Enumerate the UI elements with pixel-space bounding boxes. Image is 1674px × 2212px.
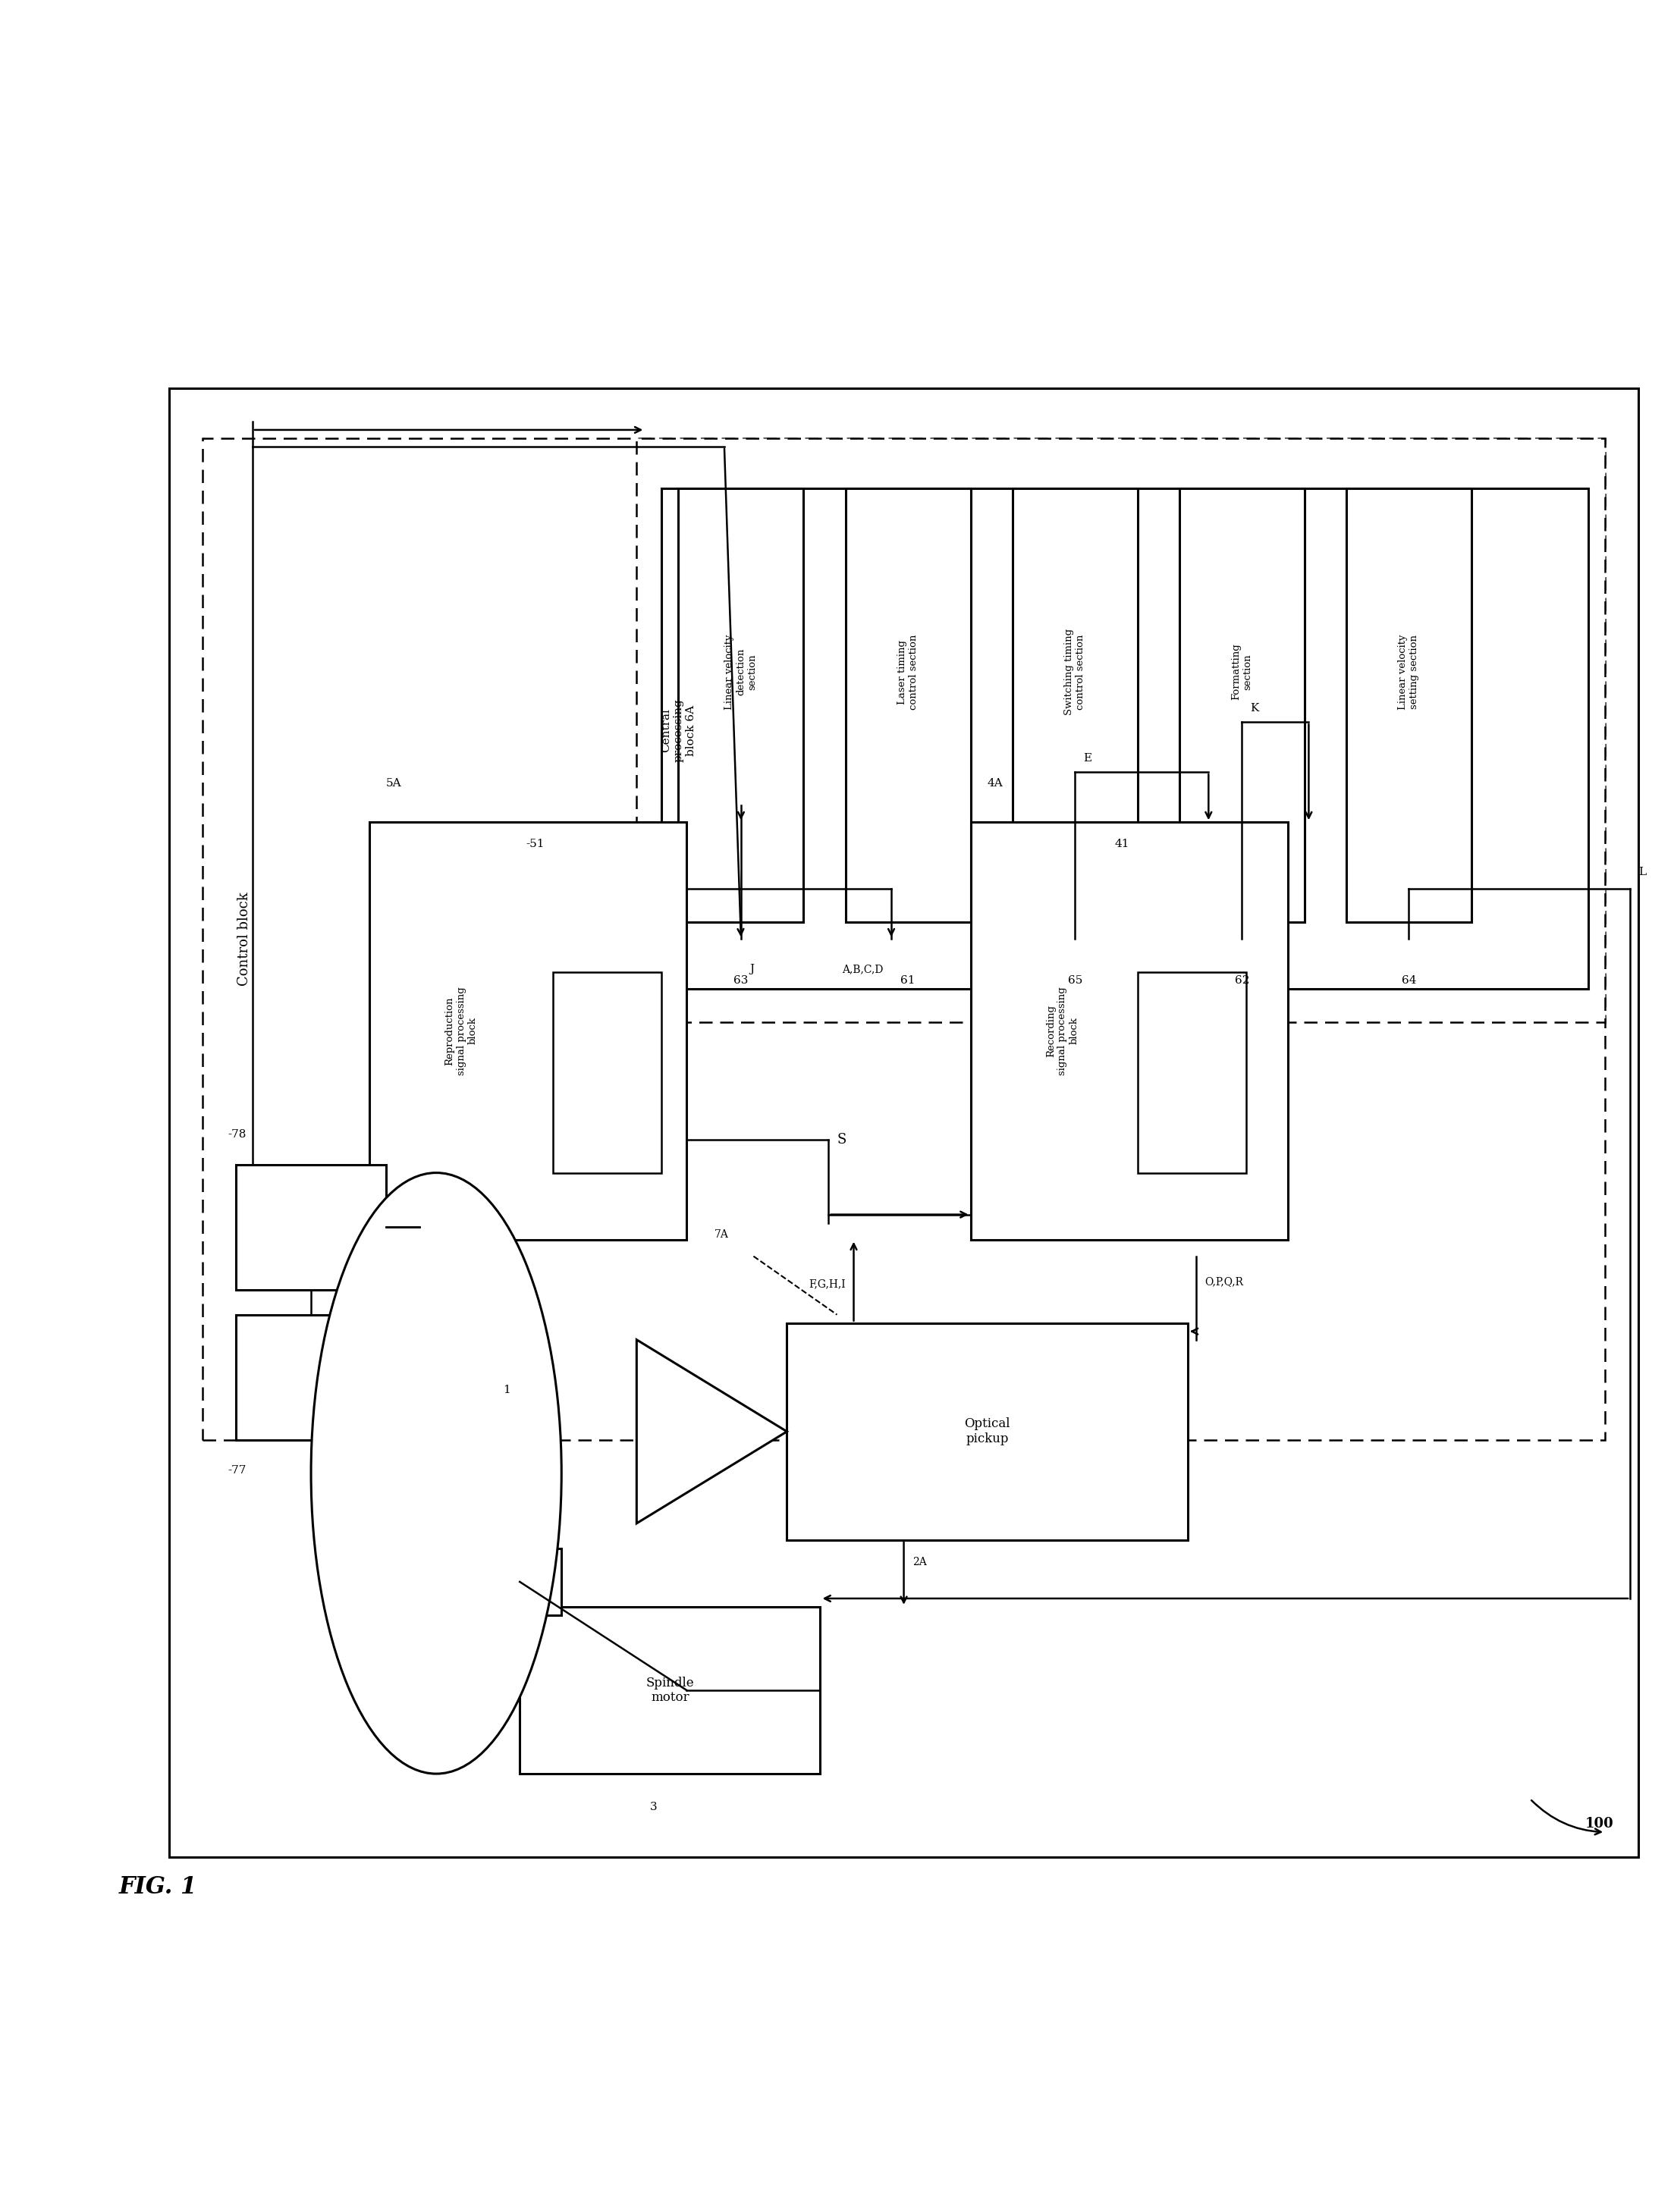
Text: J: J	[750, 964, 753, 975]
Text: 63: 63	[733, 975, 748, 987]
Text: 41: 41	[1115, 838, 1130, 849]
Bar	[1346, 489, 1471, 922]
Text: L: L	[1639, 867, 1646, 878]
Text: Reproduction
signal processing
block: Reproduction signal processing block	[445, 987, 477, 1075]
Bar	[479, 1548, 561, 1615]
Text: 3: 3	[650, 1803, 656, 1812]
Text: Recording
signal processing
block: Recording signal processing block	[1046, 987, 1078, 1075]
Bar	[636, 438, 1605, 1022]
Text: Laser timing
control section: Laser timing control section	[897, 635, 919, 710]
Text: A,B,C,D: A,B,C,D	[842, 964, 882, 975]
Bar	[519, 1606, 820, 1774]
Text: S: S	[837, 1133, 847, 1146]
Text: 7A: 7A	[715, 1230, 728, 1239]
Text: -51: -51	[526, 838, 544, 849]
Bar	[236, 1314, 387, 1440]
Text: 62: 62	[1234, 975, 1249, 987]
Text: 1: 1	[504, 1385, 511, 1396]
Text: 5A: 5A	[387, 779, 402, 790]
Bar	[236, 1164, 387, 1290]
Text: E: E	[1083, 752, 1091, 763]
Text: -77: -77	[228, 1464, 246, 1475]
Text: Linear velocity
setting section: Linear velocity setting section	[1398, 635, 1420, 710]
Text: 61: 61	[901, 975, 916, 987]
Text: F,G,H,I: F,G,H,I	[809, 1279, 845, 1290]
Text: Formatting
section: Formatting section	[1232, 644, 1252, 701]
Text: Spindle
motor: Spindle motor	[646, 1677, 695, 1703]
Bar	[1013, 489, 1138, 922]
Bar	[203, 438, 1605, 1440]
Text: 4A: 4A	[988, 779, 1003, 790]
Bar	[1138, 973, 1245, 1172]
Text: O,P,Q,R: O,P,Q,R	[1204, 1276, 1244, 1287]
Bar	[971, 823, 1287, 1239]
Bar	[370, 823, 686, 1239]
Text: 65: 65	[1068, 975, 1083, 987]
Text: FIG. 1: FIG. 1	[119, 1876, 198, 1898]
Bar	[661, 489, 1589, 989]
Bar	[678, 489, 804, 922]
Bar	[787, 1323, 1187, 1540]
Text: Linear velocity
detection
section: Linear velocity detection section	[725, 635, 757, 710]
Polygon shape	[636, 1340, 787, 1524]
Text: Central
processing
block 6A: Central processing block 6A	[661, 699, 696, 763]
Text: Control block: Control block	[238, 891, 251, 987]
Bar	[169, 387, 1639, 1858]
Text: Switching timing
control section: Switching timing control section	[1065, 628, 1085, 714]
Text: -78: -78	[228, 1128, 246, 1139]
Ellipse shape	[311, 1172, 561, 1774]
Bar	[1178, 489, 1304, 922]
Text: K: K	[1250, 703, 1259, 714]
Text: Optical
pickup: Optical pickup	[964, 1418, 1009, 1444]
Bar	[845, 489, 971, 922]
Bar	[552, 973, 661, 1172]
Text: 100: 100	[1585, 1816, 1614, 1832]
Text: 2A: 2A	[912, 1557, 926, 1568]
Text: 64: 64	[1401, 975, 1416, 987]
